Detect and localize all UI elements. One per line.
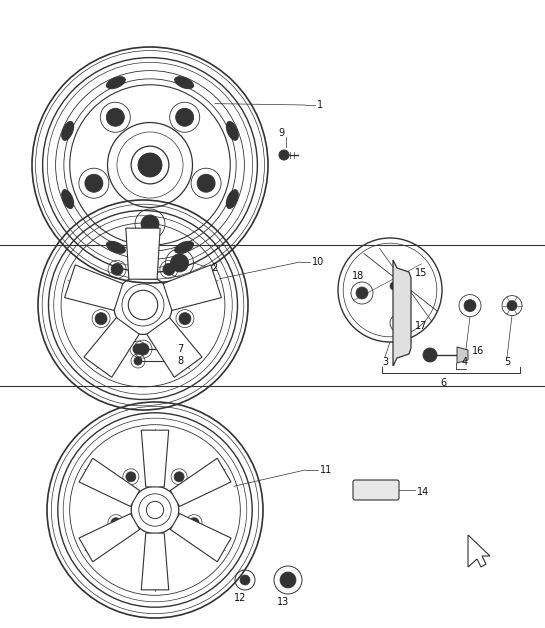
Circle shape: [111, 517, 121, 528]
Text: 6: 6: [440, 378, 446, 388]
Circle shape: [189, 517, 199, 528]
Polygon shape: [141, 430, 169, 487]
Text: 18: 18: [352, 271, 364, 281]
Text: 2: 2: [211, 263, 218, 273]
Circle shape: [85, 174, 103, 192]
Polygon shape: [393, 260, 411, 366]
Circle shape: [179, 313, 191, 325]
Polygon shape: [65, 265, 123, 310]
Circle shape: [95, 313, 107, 325]
Text: 17: 17: [415, 321, 427, 331]
Text: 1: 1: [317, 100, 323, 110]
Text: 11: 11: [320, 465, 332, 475]
Circle shape: [507, 301, 517, 311]
Circle shape: [141, 215, 159, 233]
Polygon shape: [126, 228, 160, 279]
Circle shape: [126, 472, 136, 482]
Text: 16: 16: [472, 346, 485, 356]
Text: 10: 10: [312, 257, 324, 267]
Text: 8: 8: [177, 356, 183, 366]
Circle shape: [394, 318, 404, 328]
Circle shape: [163, 263, 175, 275]
Polygon shape: [79, 514, 140, 562]
Circle shape: [356, 287, 368, 299]
Ellipse shape: [226, 121, 238, 140]
Circle shape: [137, 343, 149, 355]
Circle shape: [150, 546, 160, 556]
Circle shape: [279, 150, 289, 160]
Ellipse shape: [174, 77, 193, 89]
Ellipse shape: [106, 77, 125, 89]
Text: 13: 13: [277, 597, 289, 607]
Polygon shape: [468, 535, 490, 567]
Circle shape: [175, 108, 193, 126]
Text: 4: 4: [462, 357, 468, 367]
Circle shape: [390, 282, 398, 290]
Text: 14: 14: [417, 487, 429, 497]
Circle shape: [423, 348, 437, 362]
Circle shape: [174, 472, 184, 482]
Circle shape: [240, 575, 250, 585]
Ellipse shape: [62, 190, 74, 208]
Ellipse shape: [106, 241, 125, 253]
Polygon shape: [84, 318, 139, 377]
Polygon shape: [171, 458, 231, 506]
Text: 5: 5: [504, 357, 510, 367]
Circle shape: [138, 153, 162, 177]
FancyBboxPatch shape: [353, 480, 399, 500]
Polygon shape: [79, 458, 140, 506]
Text: 9: 9: [278, 128, 284, 138]
Polygon shape: [163, 265, 221, 310]
Ellipse shape: [226, 190, 238, 208]
Circle shape: [111, 263, 123, 275]
Polygon shape: [141, 533, 169, 590]
Circle shape: [134, 357, 142, 365]
Text: 12: 12: [234, 593, 246, 603]
Polygon shape: [171, 514, 231, 562]
Circle shape: [464, 300, 476, 311]
Text: 15: 15: [415, 268, 427, 278]
Circle shape: [106, 108, 124, 126]
Circle shape: [280, 572, 296, 588]
Polygon shape: [147, 318, 202, 377]
Circle shape: [133, 344, 143, 354]
Ellipse shape: [174, 241, 193, 253]
Circle shape: [171, 254, 189, 272]
Ellipse shape: [62, 121, 74, 140]
Text: 7: 7: [177, 344, 183, 354]
Polygon shape: [457, 347, 468, 363]
Text: 3: 3: [382, 357, 388, 367]
Circle shape: [197, 174, 215, 192]
